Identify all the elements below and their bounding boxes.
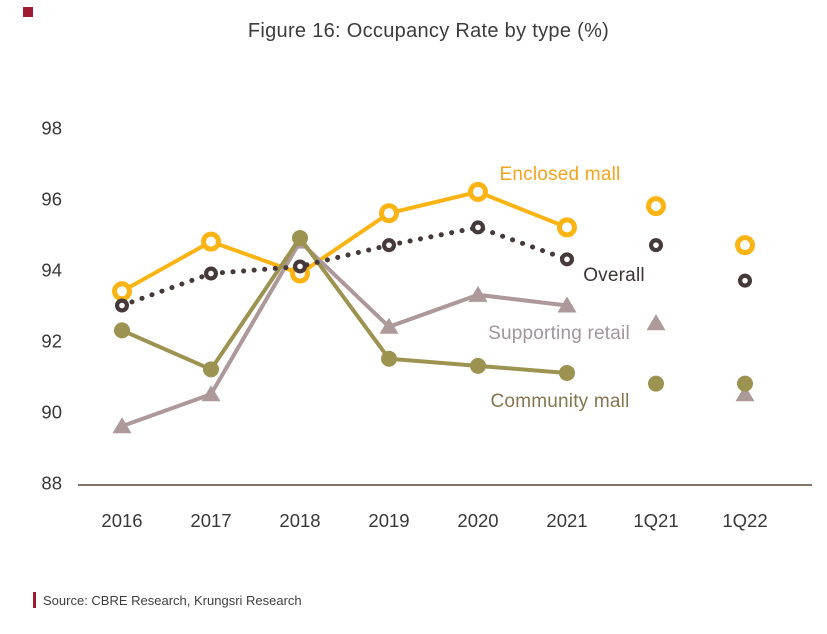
source-row: Source: CBRE Research, Krungsri Research: [33, 592, 302, 608]
series-marker-overall-hole: [564, 256, 570, 263]
series-marker-supporting-retail: [201, 385, 221, 402]
series-marker-community-mall: [292, 230, 308, 247]
series-label-community-mall: Community mall: [491, 391, 630, 412]
series-marker-enclosed-mall: [646, 196, 666, 217]
series-marker-community-mall: [203, 361, 219, 378]
series-marker-community-mall: [381, 350, 397, 367]
x-tick-label: 2018: [279, 510, 320, 531]
brand-red-square: [23, 7, 33, 17]
series-marker-supporting-retail: [468, 285, 488, 302]
y-tick-label: 94: [41, 260, 62, 281]
series-line-overall: [119, 224, 570, 308]
series-marker-overall-hole: [119, 302, 125, 309]
x-tick-label: 2016: [101, 510, 142, 531]
series-marker-community-mall: [648, 375, 664, 392]
series-marker-enclosed-mall: [735, 235, 755, 256]
series-marker-community-mall: [559, 364, 575, 381]
series-marker-enclosed-mall: [557, 217, 577, 238]
x-tick-label: 2021: [546, 510, 587, 531]
series-marker-overall-hole: [742, 277, 748, 284]
series-marker-supporting-retail: [646, 314, 666, 331]
y-tick-label: 92: [41, 331, 62, 352]
series-marker-supporting-retail: [112, 417, 132, 434]
series-label-enclosed-mall: Enclosed mall: [500, 164, 621, 185]
occupancy-line-chart: 88 90 92 94 96 98 2016 2017 2018 2019 2020 2021 1Q21…: [41, 118, 812, 531]
y-tick-label: 96: [41, 189, 62, 210]
x-tick-label: 2017: [190, 510, 231, 531]
chart-title: Figure 16: Occupancy Rate by type (%): [247, 20, 610, 42]
y-tick-label: 88: [41, 473, 62, 494]
series-label-supporting-retail: Supporting retail: [488, 323, 630, 344]
series-line-community-mall: [121, 234, 568, 375]
series-marker-overall-hole: [653, 242, 659, 248]
series-label-overall: Overall: [583, 265, 645, 286]
y-tick-label: 98: [41, 118, 62, 139]
series-marker-enclosed-mall: [379, 203, 399, 224]
series-line-enclosed-mall: [121, 189, 568, 294]
series-marker-community-mall: [737, 375, 753, 392]
series-marker-supporting-retail: [379, 317, 399, 334]
series-marker-overall-hole: [208, 270, 214, 277]
x-tick-label: 1Q22: [722, 510, 767, 531]
series-marker-supporting-retail: [735, 385, 755, 402]
y-tick-label: 90: [41, 402, 62, 423]
brand-red-bar: [33, 592, 36, 608]
series-marker-overall-hole: [386, 242, 392, 248]
source-text: Source: CBRE Research, Krungsri Research: [43, 592, 302, 608]
x-tick-label: 2019: [368, 510, 409, 531]
series-marker-overall-hole: [475, 224, 481, 231]
series-marker-enclosed-mall: [112, 281, 132, 302]
series-marker-overall-hole: [297, 263, 303, 270]
series-marker-community-mall: [470, 357, 486, 374]
series-marker-enclosed-mall: [468, 181, 488, 202]
series-marker-supporting-retail: [557, 296, 577, 313]
series-marker-enclosed-mall: [201, 231, 221, 252]
x-tick-label: 1Q21: [633, 510, 678, 531]
series-line-supporting-retail: [121, 238, 568, 429]
x-tick-label: 2020: [457, 510, 498, 531]
series-marker-community-mall: [114, 322, 130, 339]
